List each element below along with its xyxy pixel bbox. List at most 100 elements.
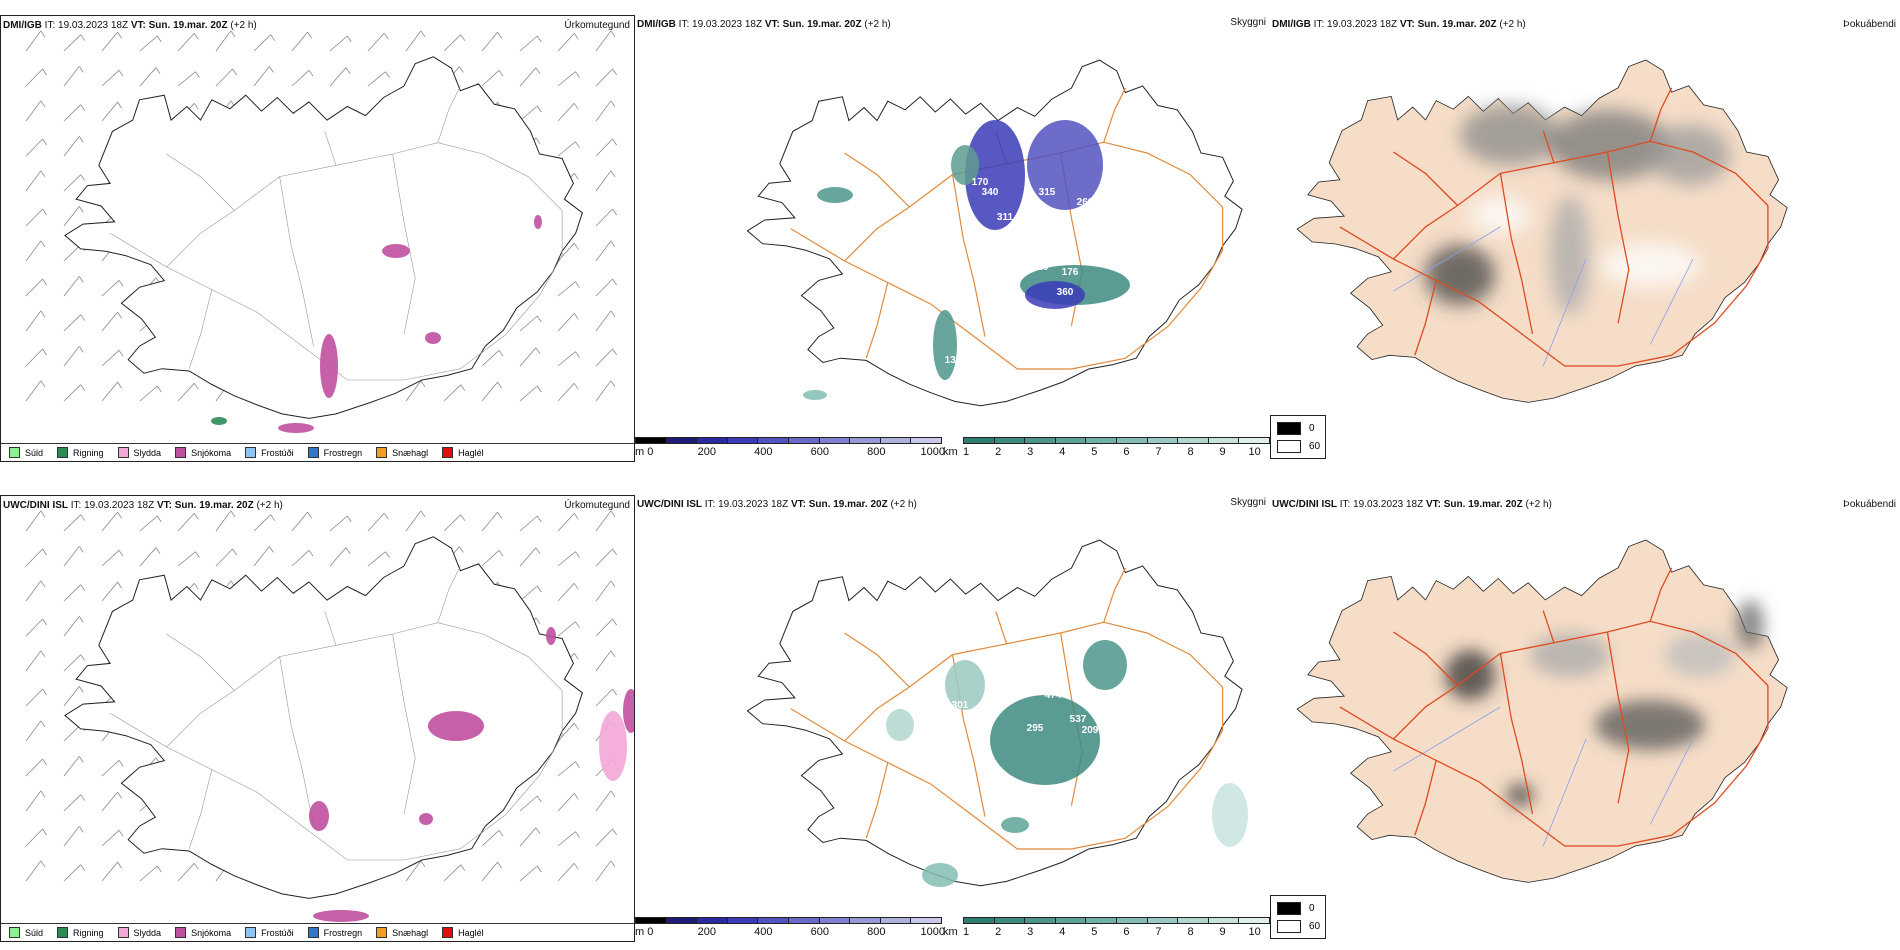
scale-tick-label: 0 [647, 446, 654, 458]
legend-swatch [307, 447, 319, 458]
panel-title: UWC/DINI ISL IT: 19.03.2023 18Z VT: Sun.… [1272, 499, 1552, 510]
scale-tick-label: 600 [810, 446, 829, 458]
iceland-map-fog[interactable] [1270, 495, 1900, 942]
cloud-base-value: 301 [952, 700, 969, 711]
scale-color-step [819, 438, 851, 443]
scale-color-step [758, 918, 789, 923]
legend-label: Haglél [458, 927, 484, 938]
fog-legend-label: 0 [1309, 423, 1315, 434]
cloud-base-value: 114 [1057, 787, 1074, 798]
scale-tick-label: 10 [1248, 446, 1261, 458]
scale-color-step [880, 918, 912, 923]
scale-color-step [1147, 438, 1179, 443]
legend-swatch [117, 927, 129, 938]
scale-tick-label: 6 [1123, 926, 1130, 938]
panel-label-fog: Þokuábendi [1843, 499, 1896, 510]
legend-swatch [376, 447, 388, 458]
scale-tick-label: 4 [1059, 926, 1066, 938]
cloud-base-value: 177 [995, 252, 1012, 263]
legend-swatch [245, 927, 257, 938]
cloud-base-value: 360 [1057, 287, 1074, 298]
scale-color-step [1086, 438, 1117, 443]
visibility-scale [963, 437, 1270, 444]
scale-color-step [636, 438, 667, 443]
scale-tick-label: 1000 [920, 926, 946, 938]
scale-color-step [1178, 918, 1209, 923]
precip-type-panel-bottom: UWC/DINI ISL IT: 19.03.2023 18Z VT: Sun.… [0, 495, 635, 942]
fog-legend-item: 0 [1277, 422, 1315, 435]
fog-legend-swatch [1277, 920, 1301, 933]
scale-color-step [964, 438, 995, 443]
scale-color-step [1239, 918, 1269, 923]
scale-tick-label: 10 [1248, 926, 1261, 938]
cloud-base-value: 311 [997, 212, 1014, 223]
precip-legend: Súld Rigning Slydda Snjókoma Frostúði Frostre… [1, 923, 634, 941]
legend-swatch [307, 927, 319, 938]
cloud-base-value: 340 [982, 187, 999, 198]
scale-color-step [880, 438, 912, 443]
scale-color-step [994, 438, 1026, 443]
scale-color-step [1116, 918, 1148, 923]
legend-label: Snæhagl [392, 447, 429, 458]
legend-swatch [117, 447, 129, 458]
cloud-base-value: 148 [939, 385, 956, 396]
cloud-base-value: 137 [945, 355, 962, 366]
scale-color-step [727, 438, 759, 443]
scale-tick-label: 5 [1091, 446, 1098, 458]
legend-swatch [9, 447, 20, 458]
scale-tick-label: 200 [697, 446, 717, 458]
precip-legend-item: Snjókoma [175, 927, 231, 938]
scale-color-step [697, 918, 728, 923]
scale-color-step [697, 438, 728, 443]
scale-color-step [1086, 918, 1117, 923]
scale-tick-label: 200 [697, 926, 717, 938]
precip-legend-item: Frostregn [307, 447, 362, 458]
panel-title: DMI/IGB IT: 19.03.2023 18Z VT: Sun. 19.m… [637, 19, 891, 30]
fog-legend-label: 60 [1309, 921, 1321, 932]
legend-swatch [175, 447, 187, 458]
cloud-base-value: 537 [1070, 714, 1087, 725]
fog-legend-label: 60 [1309, 441, 1321, 452]
fog-legend-label: 0 [1309, 903, 1315, 914]
legend-label: Slydda [133, 927, 162, 938]
panel-title: DMI/IGB IT: 19.03.2023 18Z VT: Sun. 19.m… [3, 20, 257, 31]
scale-tick-label: 2 [995, 926, 1002, 938]
fog-index-panel-top: DMI/IGB IT: 19.03.2023 18Z VT: Sun. 19.m… [1270, 15, 1900, 462]
iceland-map-precip[interactable] [1, 16, 635, 446]
scale-color-step [911, 438, 941, 443]
legend-label: Rigning [73, 927, 104, 938]
scale-color-step [994, 918, 1026, 923]
scale-tick-label: 3 [1027, 446, 1034, 458]
precip-legend-item: Frostregn [307, 927, 363, 938]
scale-tick-label: 800 [867, 446, 886, 458]
legend-label: Frostúði [261, 927, 294, 938]
cloud-base-value: 166 [1129, 195, 1146, 206]
iceland-map-fog[interactable] [1270, 15, 1900, 462]
iceland-map-precip[interactable] [1, 496, 635, 926]
precip-legend-item: Haglél [442, 447, 484, 458]
legend-label: Snæhagl [392, 927, 429, 938]
precip-type-panel-top: DMI/IGB IT: 19.03.2023 18Z VT: Sun. 19.m… [0, 15, 635, 462]
cloud-base-value: 266 [1077, 197, 1094, 208]
scale-color-step [758, 438, 789, 443]
cloud-base-value: 315 [1039, 187, 1056, 198]
precip-legend-item: Snæhagl [376, 927, 428, 938]
legend-label: Súld [25, 447, 44, 458]
cloud-base-value: 132 [1082, 257, 1099, 268]
legend-swatch [442, 447, 454, 458]
scale-color-step [819, 918, 851, 923]
visibility-scale [963, 917, 1270, 924]
cloud-scales: m 0 200 400 600 800 1000 km 1 2 3 4 5 6 7 8 9 10 [635, 437, 1270, 462]
scale-color-step [1055, 918, 1087, 923]
scale-color-step [636, 918, 667, 923]
cloud-base-value: 229 [1015, 255, 1032, 266]
scale-tick-label: 8 [1187, 926, 1194, 938]
cloud-base-value: 295 [1027, 723, 1044, 734]
fog-legend-item: 60 [1277, 920, 1320, 933]
fog-legend-item: 60 [1277, 440, 1320, 453]
scale-color-step [964, 918, 995, 923]
precip-legend-item: Haglél [442, 927, 484, 938]
legend-label: Frostregn [323, 927, 363, 938]
